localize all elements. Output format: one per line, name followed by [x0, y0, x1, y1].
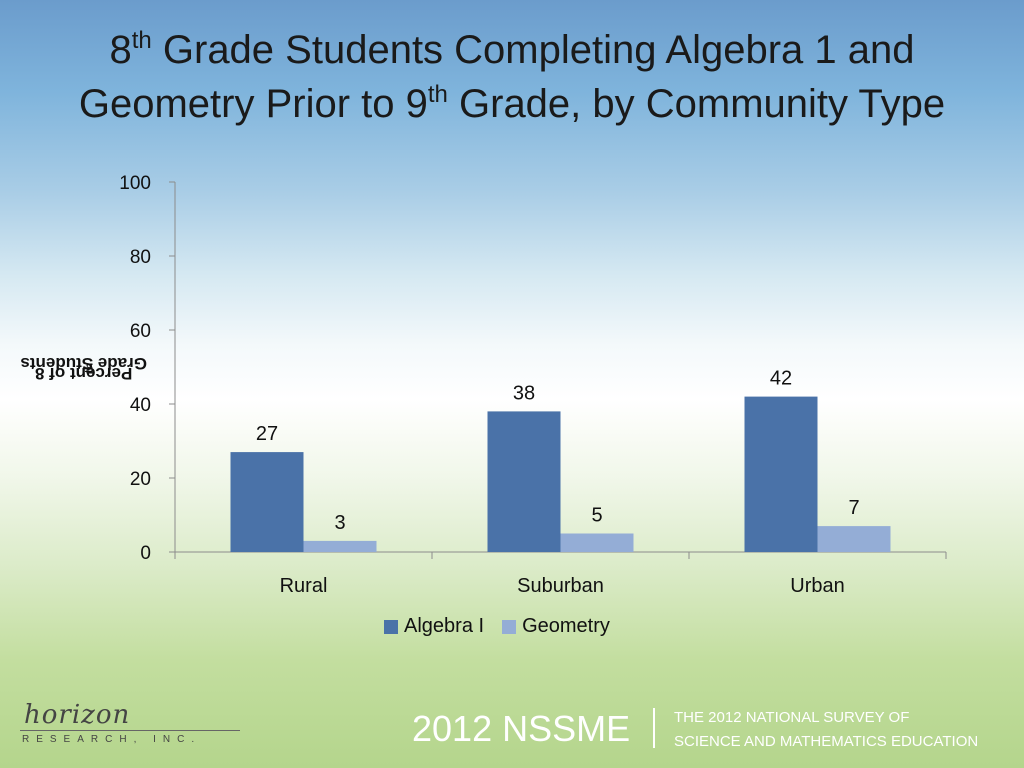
- y-tick-label: 40: [130, 395, 151, 416]
- data-label: 7: [848, 497, 859, 519]
- y-tick-label: 100: [119, 173, 151, 194]
- footer-survey-name: THE 2012 NATIONAL SURVEY OF SCIENCE AND …: [674, 709, 979, 750]
- footer-divider: [653, 708, 655, 748]
- x-category-label: Urban: [790, 575, 844, 597]
- y-tick-label: 60: [130, 321, 151, 342]
- x-category-label: Suburban: [517, 575, 604, 597]
- data-label: 27: [256, 423, 278, 445]
- bar-geometry-suburban: [560, 533, 634, 552]
- title-line-1: 8th Grade Students Completing Algebra 1 …: [109, 27, 915, 72]
- x-category-label: Rural: [280, 575, 328, 597]
- data-label: 5: [591, 505, 602, 527]
- horizon-logo: horizon RESEARCH, INC.: [20, 700, 250, 752]
- legend-label-algebra: Algebra I: [404, 615, 485, 637]
- legend: Algebra I Geometry: [384, 615, 618, 638]
- y-tick-label: 20: [130, 469, 151, 490]
- y-tick-label: 0: [140, 543, 151, 564]
- bar-algebra-i-suburban: [487, 411, 561, 552]
- legend-item-geometry: Geometry: [502, 615, 610, 638]
- y-tick-label: 80: [130, 247, 151, 268]
- bar-geometry-urban: [817, 526, 891, 552]
- title-line-2: Geometry Prior to 9th Grade, by Communit…: [78, 81, 946, 126]
- data-label: 38: [513, 382, 535, 404]
- legend-item-algebra: Algebra I: [384, 615, 484, 638]
- bar-geometry-rural: [303, 540, 377, 552]
- bar-algebra-i-rural: [230, 452, 304, 552]
- chart-title: 8th Grade Students Completing Algebra 1 …: [0, 26, 1024, 134]
- data-label: 42: [770, 368, 792, 390]
- footer-brand: 2012 NSSME: [412, 708, 631, 749]
- legend-label-geometry: Geometry: [522, 615, 610, 637]
- data-label: 3: [334, 512, 345, 534]
- bar-algebra-i-urban: [744, 396, 818, 552]
- legend-swatch-algebra: [384, 619, 398, 634]
- legend-swatch-geometry: [502, 619, 517, 634]
